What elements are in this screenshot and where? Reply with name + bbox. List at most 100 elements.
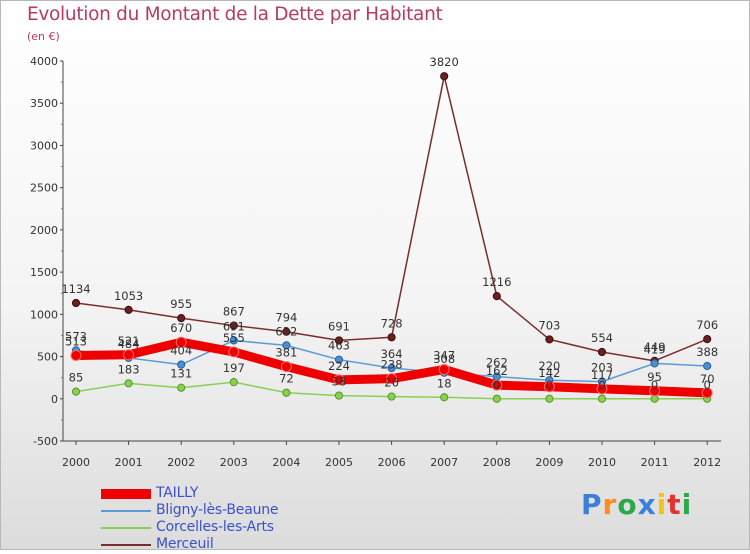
logo-letter: x (637, 488, 657, 521)
data-label: 573 (65, 329, 87, 343)
x-tick-label: 2010 (588, 456, 616, 469)
data-point (177, 360, 186, 369)
data-label: 867 (223, 305, 245, 319)
data-point (440, 72, 449, 81)
y-tick-label: 500 (37, 351, 58, 364)
data-point (545, 394, 554, 403)
data-label: 691 (223, 319, 245, 333)
data-label: 238 (381, 358, 403, 372)
data-point (492, 394, 501, 403)
data-point (386, 373, 398, 385)
logo-letter: r (602, 488, 618, 521)
data-point (229, 378, 238, 387)
x-tick-label: 2000 (62, 456, 90, 469)
x-tick-label: 2003 (220, 456, 248, 469)
proxiti-logo: Proxiti (581, 488, 692, 521)
y-tick-label: -500 (33, 435, 58, 448)
x-tick-label: 2008 (483, 456, 511, 469)
data-label: 381 (275, 346, 297, 360)
x-tick-label: 2012 (693, 456, 721, 469)
x-tick-label: 2011 (641, 456, 669, 469)
data-label: 95 (647, 370, 662, 384)
data-label: 555 (223, 331, 245, 345)
data-label: 463 (328, 339, 350, 353)
data-label: 0 (598, 378, 605, 392)
data-point (703, 361, 712, 371)
series-merceuil (71, 72, 712, 365)
x-tick-label: 2002 (167, 456, 195, 469)
data-label: 1134 (61, 282, 90, 296)
data-point (70, 349, 82, 361)
data-label: 1053 (114, 289, 143, 303)
x-tick-label: 2005 (325, 456, 353, 469)
data-label: 0 (493, 378, 500, 392)
data-point (701, 387, 713, 399)
data-point (440, 393, 449, 402)
data-label: 794 (275, 311, 297, 325)
data-label: 26 (384, 376, 399, 390)
y-tick-label: 1000 (30, 308, 58, 321)
data-label: 203 (591, 361, 613, 375)
data-label: 197 (223, 361, 245, 375)
data-label: 1216 (482, 275, 511, 289)
data-label: 521 (118, 334, 140, 348)
x-tick-label: 2009 (535, 456, 563, 469)
legend-swatch (101, 544, 151, 546)
series-tailly (70, 336, 713, 399)
logo-letter: t (667, 488, 682, 521)
data-point (282, 388, 291, 397)
y-tick-label: 2500 (30, 182, 58, 195)
data-label: 117 (591, 368, 613, 382)
data-label: 38 (332, 375, 347, 389)
chart-title: Evolution du Montant de la Dette par Hab… (27, 4, 443, 25)
data-point (492, 291, 501, 301)
data-point (177, 383, 186, 392)
data-point (596, 383, 608, 395)
data-point (438, 363, 450, 375)
data-label: 70 (700, 372, 715, 386)
data-label: 347 (433, 348, 455, 362)
data-label: 728 (381, 316, 403, 330)
data-label: 484 (118, 337, 140, 351)
data-point (280, 361, 292, 373)
data-point (387, 333, 396, 342)
data-point (650, 394, 659, 403)
data-point (282, 341, 291, 350)
data-point (387, 363, 396, 373)
data-label: 72 (279, 372, 294, 386)
y-tick-label: 4000 (30, 55, 58, 68)
legend-label: TAILLY (156, 485, 199, 501)
data-point (334, 355, 344, 364)
data-point (543, 381, 555, 393)
data-point (71, 298, 81, 308)
data-point (703, 335, 712, 344)
y-tick-label: 1500 (30, 266, 58, 279)
y-tick-label: 3000 (30, 139, 58, 152)
data-label: 703 (538, 318, 560, 332)
legend-label: Merceuil (156, 536, 214, 552)
data-label: 632 (275, 324, 297, 338)
data-label: 554 (591, 331, 613, 345)
data-point (177, 314, 186, 323)
x-tick-label: 2006 (378, 456, 406, 469)
data-label: 670 (170, 321, 192, 335)
data-point (597, 347, 607, 357)
logo-letter: i (656, 488, 668, 521)
data-point (228, 346, 240, 358)
data-label: 142 (538, 366, 560, 380)
data-label: 224 (328, 359, 350, 373)
logo-letter: P (581, 488, 603, 521)
y-tick-label: 0 (51, 393, 58, 406)
logo-letter: o (617, 488, 638, 521)
legend-label: Corcelles-les-Arts (156, 519, 274, 535)
data-label: 131 (170, 367, 192, 381)
legend-swatch (101, 510, 151, 512)
data-label: 404 (170, 344, 192, 358)
data-point (334, 336, 344, 345)
chart-subtitle: (en €) (27, 30, 60, 43)
data-label: 162 (486, 364, 508, 378)
x-tick-label: 2007 (430, 456, 458, 469)
logo-letter: i (681, 488, 693, 521)
